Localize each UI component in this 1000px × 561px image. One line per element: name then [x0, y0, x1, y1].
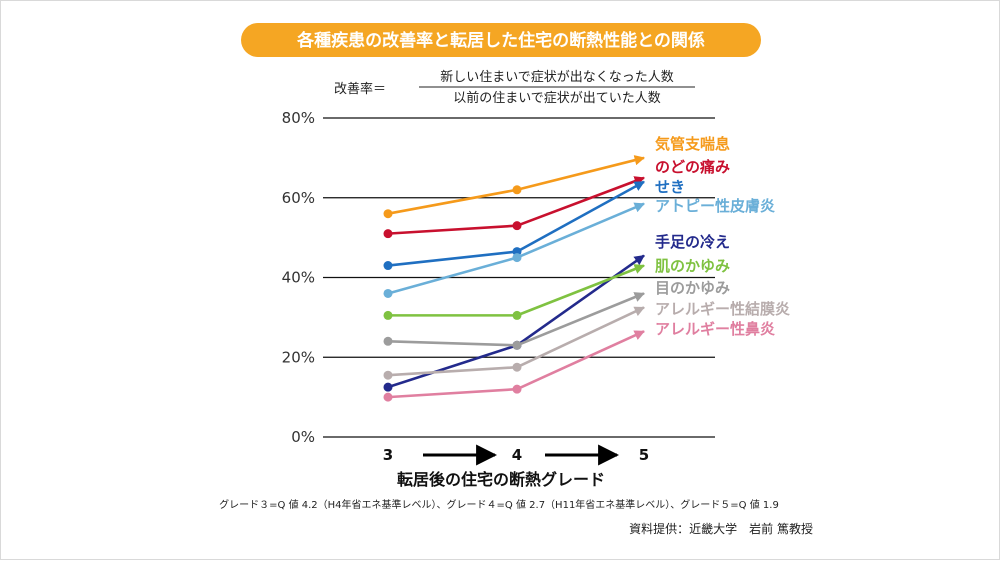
data-point [383, 392, 393, 402]
series-line-segment [387, 256, 518, 295]
data-point [383, 288, 393, 298]
formula-prefix: 改善率＝ [334, 81, 386, 97]
series-4 [383, 202, 645, 298]
data-point [383, 310, 393, 320]
title-banner [241, 23, 761, 57]
data-point [512, 310, 522, 320]
x-axis-title: 転居後の住宅の断熱グレード [397, 470, 605, 489]
data-point [383, 370, 393, 380]
series-line-segment [387, 387, 518, 399]
formula-numerator: 新しい住まいで症状が出なくなった人数 [440, 69, 674, 85]
grade-note: グレード３=Q 値 4.2（H4年省エネ基準レベル）、グレード４=Q 値 2.7… [219, 498, 779, 511]
series-line-segment [387, 344, 518, 389]
series-line-segment [387, 188, 518, 215]
series-line-segment [387, 224, 518, 235]
series-line-segment [387, 365, 518, 377]
data-point [512, 362, 522, 372]
y-tick-label: 60% [282, 189, 315, 207]
x-tick-label: 3 [383, 446, 393, 464]
data-point [512, 253, 522, 263]
series-5 [383, 254, 645, 392]
series-label: 目のかゆみ [655, 279, 730, 297]
data-point [383, 261, 393, 271]
chart-title: 各種疾患の改善率と転居した住宅の断熱性能との関係 [296, 30, 705, 51]
data-point [512, 384, 522, 394]
y-tick-label: 40% [282, 269, 315, 287]
credit-text: 資料提供：近畿大学 岩前 篤教授 [629, 521, 813, 536]
series-arrow-segment [516, 292, 645, 347]
series-arrow-segment [516, 176, 645, 227]
series-label: せき [655, 178, 685, 196]
y-tick-label: 80% [282, 109, 315, 127]
x-tick-label: 4 [512, 446, 522, 464]
data-point [383, 229, 393, 239]
data-point [383, 209, 393, 219]
formula-denominator: 以前の住まいで症状が出ていた人数 [453, 90, 661, 106]
series-1 [383, 155, 646, 219]
series-6 [383, 264, 645, 320]
series-line-segment [387, 340, 518, 347]
x-tick-label: 5 [639, 446, 649, 464]
series-label: アレルギー性結膜炎 [655, 300, 790, 318]
series-label: 肌のかゆみ [655, 257, 730, 275]
series-arrow-segment [516, 330, 645, 391]
series-line-segment [387, 250, 518, 267]
series-label: のどの痛み [655, 158, 730, 176]
series-7 [383, 292, 645, 350]
data-point [383, 336, 393, 346]
series-arrow-segment [516, 202, 645, 259]
series-layer [383, 155, 646, 402]
series-label-layer: 気管支喘息のどの痛みせきアトピー性皮膚炎手足の冷え肌のかゆみ目のかゆみアレルギー… [655, 135, 790, 338]
y-tick-label: 20% [282, 348, 315, 366]
series-arrow-segment [516, 155, 646, 192]
series-arrow-segment [516, 254, 645, 347]
series-label: 気管支喘息 [655, 135, 730, 153]
series-label: 手足の冷え [655, 233, 730, 251]
series-9 [383, 330, 645, 402]
y-tick-label: 0% [291, 428, 315, 446]
x-tick-layer: 3 4 5 [383, 446, 649, 464]
series-8 [383, 306, 645, 380]
data-point [512, 185, 522, 195]
series-label: アトピー性皮膚炎 [655, 197, 775, 215]
data-point [512, 340, 522, 350]
data-point [383, 382, 393, 392]
series-label: アレルギー性鼻炎 [655, 320, 775, 338]
series-arrow-segment [516, 306, 645, 369]
series-arrow-segment [516, 180, 645, 253]
data-point [512, 221, 522, 231]
series-2 [383, 176, 645, 239]
series-arrow-segment [516, 264, 645, 317]
series-3 [383, 180, 645, 271]
grid-layer: 0% 20% 40% 60% 80% [282, 109, 715, 446]
